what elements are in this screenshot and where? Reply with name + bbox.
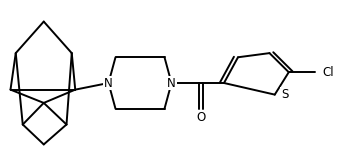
Text: O: O — [197, 111, 206, 124]
Text: N: N — [104, 77, 113, 89]
Text: S: S — [281, 88, 288, 101]
Text: Cl: Cl — [322, 66, 334, 79]
Text: N: N — [167, 77, 176, 89]
